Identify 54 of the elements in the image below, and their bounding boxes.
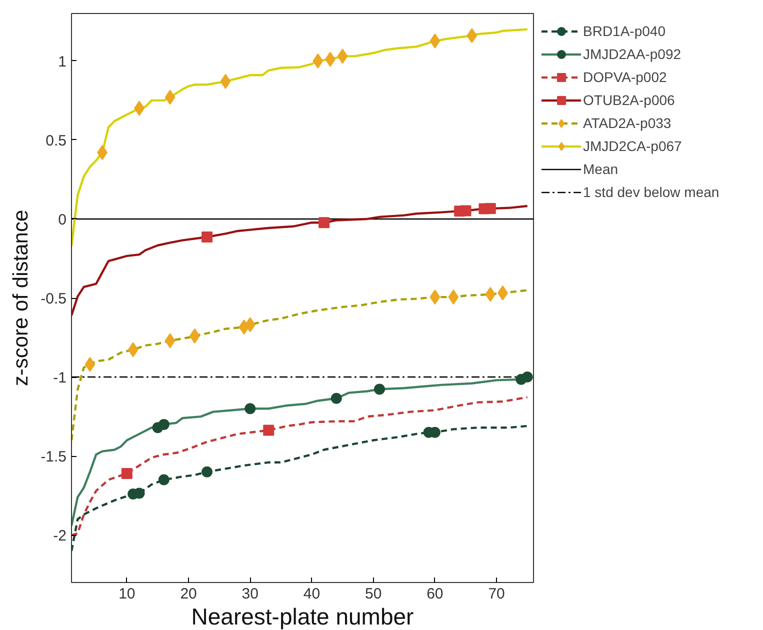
point (244, 317, 256, 332)
point (374, 384, 385, 395)
line-series (72, 396, 528, 536)
point (318, 217, 330, 228)
point (448, 290, 459, 305)
point (164, 90, 176, 105)
x-tick-label: 50 (365, 586, 382, 602)
point (430, 34, 440, 48)
x-tick-label: 20 (180, 586, 197, 602)
legend-label: 1 std dev below mean (583, 184, 720, 200)
legend-label: ATAD2A-p033 (583, 115, 672, 131)
point (164, 333, 176, 348)
y-tick-label: -1 (53, 370, 67, 387)
legend-label: OTUB2A-p006 (583, 92, 675, 108)
y-tick-label: -0.5 (40, 290, 67, 308)
point (430, 290, 440, 305)
point (522, 372, 533, 383)
point (460, 205, 472, 216)
x-tick-label: 10 (118, 586, 136, 602)
point (484, 203, 496, 214)
point (466, 28, 478, 44)
legend-label: JMJD2AA-p092 (583, 46, 682, 62)
line-series (72, 204, 528, 316)
point (220, 74, 231, 89)
point (263, 424, 274, 436)
line-series (72, 424, 528, 552)
y-tick-label: -2 (53, 528, 67, 545)
point (121, 468, 132, 479)
y-tick-label: -1.5 (40, 448, 67, 466)
point (244, 403, 256, 414)
point (202, 466, 213, 478)
point (128, 342, 138, 358)
x-tick-label: 70 (488, 586, 505, 602)
x-tick-label: 40 (303, 586, 320, 602)
point (485, 286, 496, 302)
y-tick-label: 1 (58, 53, 66, 70)
point (158, 474, 170, 486)
x-tick-label: 30 (242, 586, 258, 602)
x-axis-title: Nearest-plate number (191, 604, 414, 630)
x-tick-label: 60 (426, 586, 444, 602)
point (84, 356, 96, 372)
point (330, 392, 342, 404)
legend-label: DOPVA-p002 (583, 69, 667, 85)
legend-label: Mean (583, 161, 618, 177)
point (158, 418, 170, 430)
y-tick-label: 0.5 (46, 132, 67, 150)
legend-label: BRD1A-p040 (583, 23, 666, 39)
y-axis-title: z-score of distance (10, 210, 33, 386)
legend-label: JMJD2CA-p067 (583, 138, 682, 154)
point (312, 53, 324, 68)
point (337, 48, 348, 64)
y-tick-label: 0 (58, 211, 66, 228)
line-series (72, 28, 528, 247)
point (202, 231, 213, 242)
